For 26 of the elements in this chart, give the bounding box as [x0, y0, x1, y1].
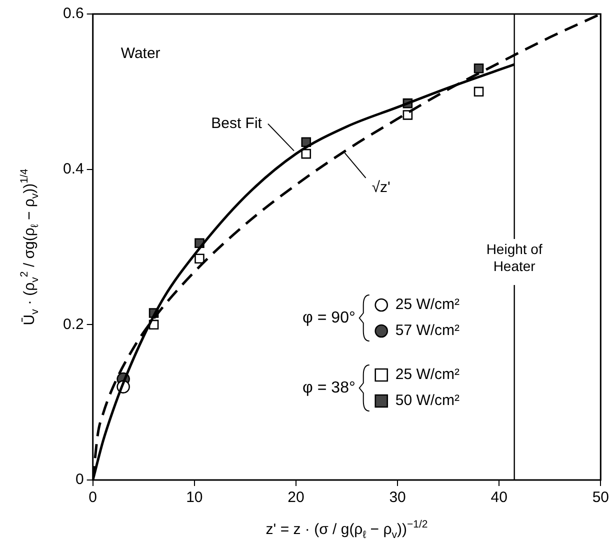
ref-line-label: Height of Heater: [486, 240, 542, 274]
text: Ūv · (ρv2 / σg(ρℓ − ρv))1/4: [18, 168, 42, 326]
point: [474, 63, 484, 74]
text: Best Fit: [211, 114, 263, 132]
x-tick-label: 50: [592, 489, 609, 506]
y-tick-label: 0.4: [62, 160, 84, 178]
legend-label: 25 W/cm²: [395, 366, 460, 384]
x-tick-label: 20: [288, 489, 304, 506]
x-tick-label: 10: [186, 489, 203, 506]
x-tick-label: 40: [490, 489, 508, 506]
y-tick-label: 0: [76, 471, 84, 488]
y-tick-label: 0.6: [62, 5, 84, 22]
x-tick-label: 0: [88, 489, 98, 506]
point: [301, 148, 312, 159]
legend-label: 50 W/cm²: [395, 392, 460, 410]
text: √z': [372, 179, 390, 196]
annotation: φ = 90°: [302, 309, 356, 326]
annotation: Water: [120, 45, 160, 62]
point: [474, 86, 484, 97]
point: [194, 254, 204, 264]
legend-label: 25 W/cm²: [395, 296, 460, 314]
legend-label: 57 W/cm²: [395, 322, 460, 340]
point: [402, 110, 413, 120]
x-tick-label: 30: [389, 489, 406, 506]
annotation: φ = 38°: [302, 379, 356, 396]
y-tick-label: 0.2: [62, 316, 84, 333]
